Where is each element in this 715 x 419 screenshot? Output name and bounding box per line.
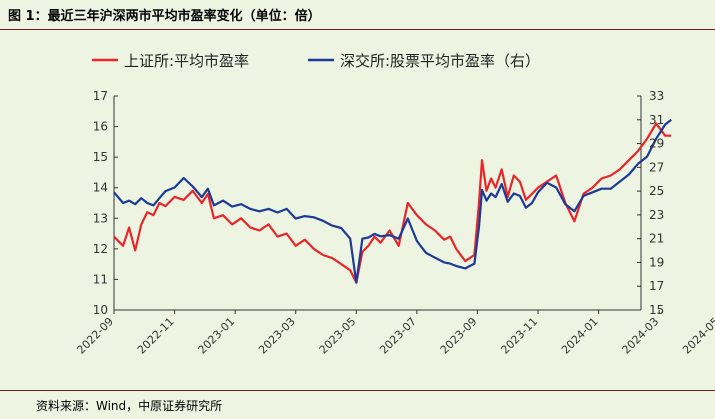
- x-tick-label: 2022-11: [135, 315, 177, 357]
- x-tick-label: 2022-09: [74, 315, 116, 357]
- x-tick-label: 2023-05: [317, 315, 359, 357]
- right-tick-label: 19: [649, 255, 664, 269]
- right-tick-label: 15: [649, 303, 664, 317]
- left-tick-label: 14: [93, 181, 108, 195]
- tick-labels: 10 11 12 13 14 15 16 17 15 17 19 21 23 25 27 29 31 33 2022…: [74, 89, 715, 357]
- right-tick-label: 21: [649, 232, 664, 246]
- x-tick-label: 2024-01: [559, 315, 601, 357]
- x-tick-label: 2023-03: [256, 315, 298, 357]
- legend: 上证所:平均市盈率 深交所:股票平均市盈率（右）: [92, 52, 540, 70]
- series-line-shenzhen: [113, 118, 672, 284]
- series-line-shanghai: [113, 122, 672, 284]
- left-tick-label: 16: [93, 120, 108, 134]
- right-tick-label: 17: [649, 279, 664, 293]
- right-tick-label: 31: [649, 113, 664, 127]
- left-tick-label: 13: [93, 211, 108, 225]
- left-tick-label: 10: [93, 303, 108, 317]
- x-tick-label: 2024-03: [620, 315, 662, 357]
- left-tick-label: 17: [93, 89, 108, 103]
- x-tick-label: 2023-07: [377, 315, 419, 357]
- source-note: 资料来源：Wind，中原证券研究所: [0, 390, 715, 419]
- figure-title: 图 1：最近三年沪深两市平均市盈率变化（单位：倍）: [0, 0, 715, 30]
- right-tick-label: 33: [649, 89, 664, 103]
- right-tick-label: 27: [649, 160, 664, 174]
- x-tick-label: 2024-05: [680, 315, 715, 357]
- right-tick-label: 25: [649, 184, 664, 198]
- chart: 上证所:平均市盈率 深交所:股票平均市盈率（右） 10 11 12 13 14 15 16 17…: [74, 52, 715, 357]
- x-tick-label: 2023-11: [498, 315, 540, 357]
- series-lines: [113, 118, 672, 284]
- axes: [113, 95, 660, 314]
- right-tick-label: 29: [649, 137, 664, 151]
- legend-label-shanghai: 上证所:平均市盈率: [124, 52, 249, 70]
- left-tick-label: 11: [93, 272, 108, 286]
- right-tick-label: 23: [649, 208, 664, 222]
- legend-label-shenzhen: 深交所:股票平均市盈率（右）: [340, 52, 540, 70]
- x-tick-label: 2023-09: [438, 315, 480, 357]
- left-tick-label: 12: [93, 242, 108, 256]
- left-tick-label: 15: [93, 150, 108, 164]
- x-tick-label: 2023-01: [196, 315, 238, 357]
